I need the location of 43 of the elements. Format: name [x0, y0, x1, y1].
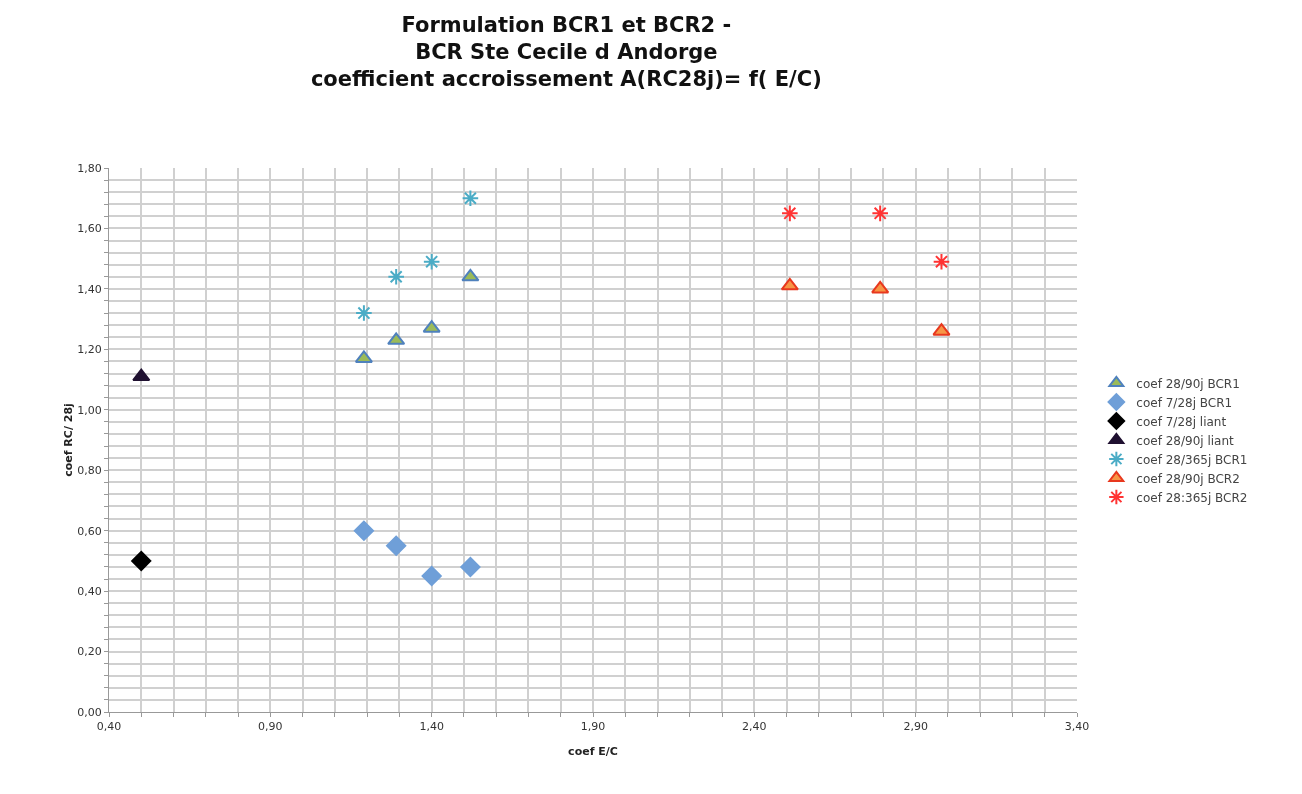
y-tick-label: 1,00 — [77, 403, 102, 417]
point — [353, 520, 375, 541]
y-tick-label: 0,80 — [77, 464, 102, 478]
x-axis-title: coef E/C — [568, 745, 618, 758]
x-tick-label: 1,90 — [580, 720, 606, 734]
x-tick-label: 0,40 — [96, 720, 122, 734]
point — [355, 304, 373, 322]
point — [422, 252, 441, 271]
y-tick-label: 1,40 — [77, 282, 102, 296]
point — [460, 556, 481, 578]
point — [421, 565, 442, 587]
y-tick-label: 0,60 — [77, 524, 102, 538]
point — [386, 535, 407, 556]
point — [461, 189, 480, 208]
y-axis-title: coef RC/ 28j — [62, 403, 76, 477]
x-tick-label: 3,40 — [1064, 720, 1090, 734]
legend-label: coef 7/28j BCR1 — [1136, 395, 1233, 410]
chart-title: Formulation BCR1 et BCR2 - BCR Ste Cecile d Andorge coefficient accroissement A(RC28j)= f( E/C) — [310, 12, 822, 92]
legend-label: coef 28/365j BCR1 — [1136, 452, 1248, 467]
point — [461, 268, 480, 282]
point — [781, 204, 799, 223]
legend-label: coef 7/28j liant — [1136, 414, 1227, 429]
point — [932, 252, 951, 271]
legend-label: coef 28/90j BCR1 — [1136, 376, 1240, 391]
y-tick-label: 1,80 — [77, 161, 102, 175]
x-tick-label: 2,40 — [742, 720, 767, 734]
y-tick-label: 0,00 — [77, 705, 102, 719]
y-tick-label: 1,60 — [77, 222, 102, 236]
point — [780, 277, 799, 291]
legend-label: coef 28/90j BCR2 — [1136, 471, 1240, 486]
legend-label: coef 28:365j BCR2 — [1136, 490, 1248, 505]
point — [131, 550, 152, 571]
x-tick-label: 2,90 — [903, 720, 928, 734]
legend-label: coef 28/90j liant — [1136, 433, 1235, 448]
y-tick-label: 1,20 — [77, 343, 102, 357]
point — [132, 368, 151, 382]
point — [871, 204, 889, 223]
point — [387, 268, 405, 286]
x-tick-label: 1,40 — [419, 720, 444, 734]
point — [871, 280, 890, 294]
y-tick-label: 0,40 — [77, 584, 102, 598]
x-tick-label: 0,90 — [258, 720, 283, 734]
y-tick-label: 0,20 — [77, 645, 102, 659]
